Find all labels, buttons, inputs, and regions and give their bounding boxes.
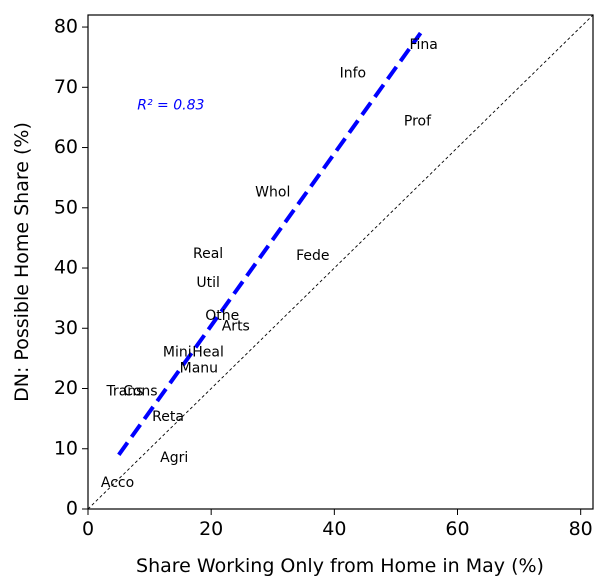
point-label-othe: Othe xyxy=(205,308,239,324)
point-label-util: Util xyxy=(196,275,220,291)
x-tick-label: 80 xyxy=(569,518,593,540)
point-label-acco: Acco xyxy=(101,475,134,491)
point-label-heal: Heal xyxy=(192,344,224,360)
plot-frame xyxy=(87,14,594,510)
point-label-real: Real xyxy=(193,246,223,262)
point-label-fede: Fede xyxy=(296,248,329,264)
y-tick-label: 60 xyxy=(54,136,78,158)
point-label-cons: Cons xyxy=(123,384,158,400)
point-label-reta: Reta xyxy=(152,409,184,425)
y-tick-label: 70 xyxy=(54,76,78,98)
fit-line xyxy=(117,31,423,456)
y-tick-label: 30 xyxy=(54,317,78,339)
y-axis-title: DN: Possible Home Share (%) xyxy=(11,122,33,402)
y-tick-label: 40 xyxy=(54,257,78,279)
point-label-arts: Arts xyxy=(222,318,250,334)
y-tick-label: 50 xyxy=(54,196,78,218)
point-label-agri: Agri xyxy=(160,450,188,466)
y-tick-label: 20 xyxy=(54,377,78,399)
point-label-mini: Mini xyxy=(163,344,192,360)
point-label-fina: Fina xyxy=(409,37,437,53)
x-tick-label: 0 xyxy=(82,518,94,540)
y-tick-label: 0 xyxy=(66,498,78,520)
axes: 0 20 40 60 80 0 10 20 30 40 50 60 70 80 xyxy=(54,14,594,540)
r-squared-annotation: R² = 0.83 xyxy=(137,97,204,113)
point-label-prof: Prof xyxy=(404,114,432,130)
x-tick-label: 40 xyxy=(322,518,346,540)
point-label-info: Info xyxy=(340,65,367,81)
x-tick-label: 60 xyxy=(445,518,469,540)
point-label-manu: Manu xyxy=(180,361,218,377)
x-axis-title: Share Working Only from Home in May (%) xyxy=(136,555,544,577)
x-tick-label: 20 xyxy=(199,518,223,540)
point-label-trans: Trans xyxy=(105,384,143,400)
diagonal-reference-line xyxy=(88,15,593,509)
y-tick-label: 10 xyxy=(54,437,78,459)
point-label-whol: Whol xyxy=(255,185,290,201)
y-tick-label: 80 xyxy=(54,16,78,38)
